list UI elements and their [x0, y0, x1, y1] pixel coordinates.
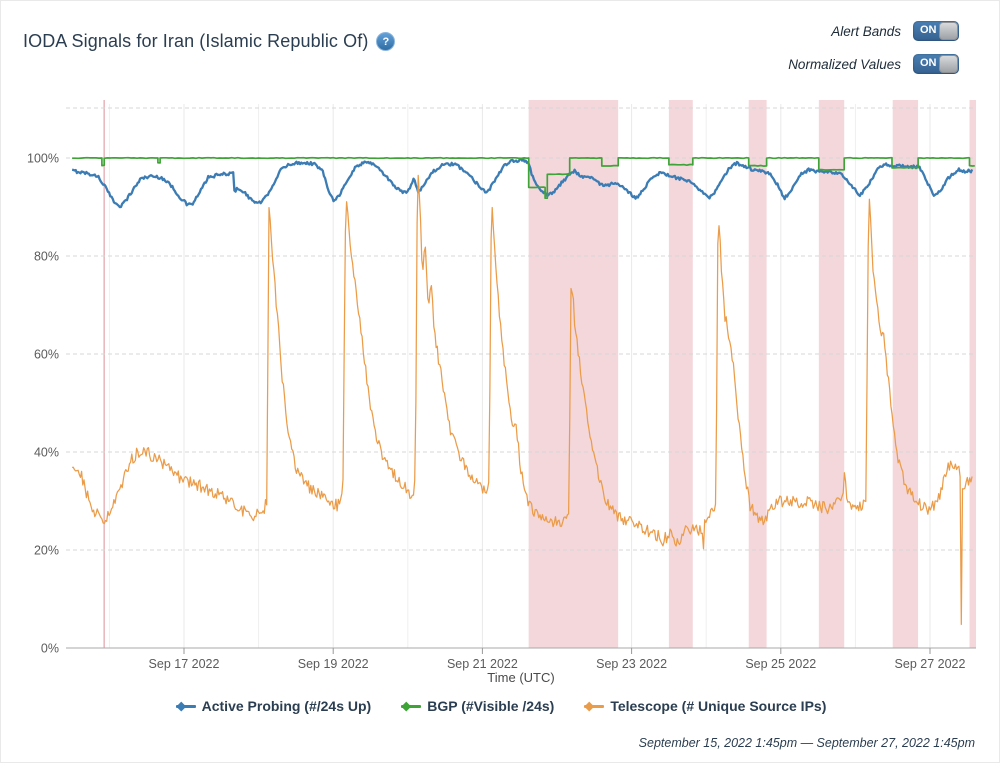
signals-chart[interactable]: Sep 17 2022 Sep 19 2022 Sep 21 2022 Sep 23 …	[1, 86, 1000, 696]
x-tick-label: Sep 23 2022	[596, 657, 667, 671]
series-active-probing	[72, 157, 974, 209]
x-tick-label: Sep 21 2022	[447, 657, 518, 671]
legend-marker-bgp	[401, 700, 422, 712]
y-tick-label: 80%	[34, 250, 59, 264]
series-bgp	[72, 156, 975, 200]
chart-area: Sep 17 2022 Sep 19 2022 Sep 21 2022 Sep 23 …	[1, 86, 1000, 696]
normalized-values-toggle[interactable]: ON	[913, 54, 959, 74]
legend-label: BGP (#Visible /24s)	[427, 698, 555, 714]
alert-bands-toggle[interactable]: ON	[913, 21, 959, 41]
alert-band	[668, 100, 693, 648]
legend-label: Telescope (# Unique Source IPs)	[610, 698, 827, 714]
page-title: IODA Signals for Iran (Islamic Republic …	[23, 31, 369, 51]
alert-band	[892, 100, 919, 648]
legend-marker-active-probing	[175, 700, 196, 712]
legend-label: Active Probing (#/24s Up)	[201, 698, 372, 714]
toggle-knob	[939, 22, 958, 40]
legend-item-telescope[interactable]: Telescope (# Unique Source IPs)	[584, 698, 826, 714]
toggle-on-text: ON	[920, 57, 937, 69]
y-tick-label: 0%	[41, 642, 59, 656]
normalized-values-toggle-label: Normalized Values	[788, 56, 901, 72]
help-icon[interactable]: ?	[376, 32, 396, 51]
alert-band	[969, 100, 976, 648]
legend-item-bgp[interactable]: BGP (#Visible /24s)	[401, 698, 554, 714]
alert-band	[818, 100, 845, 648]
toggle-knob	[939, 55, 958, 73]
legend-marker-telescope	[584, 700, 605, 712]
x-tick-label: Sep 27 2022	[895, 657, 966, 671]
alert-band	[748, 100, 767, 648]
x-tick-label: Sep 19 2022	[298, 657, 369, 671]
x-tick-label: Sep 25 2022	[745, 657, 816, 671]
y-tick-label: 100%	[27, 152, 59, 166]
y-tick-label: 40%	[34, 446, 59, 460]
alert-band	[528, 100, 619, 648]
legend-item-active-probing[interactable]: Active Probing (#/24s Up)	[175, 698, 372, 714]
chart-legend: Active Probing (#/24s Up) BGP (#Visible /…	[1, 698, 999, 714]
series-telescope	[71, 174, 973, 626]
x-tick-label: Sep 17 2022	[149, 657, 220, 671]
y-tick-label: 60%	[34, 348, 59, 362]
toggle-on-text: ON	[920, 24, 937, 36]
x-axis-title: Time (UTC)	[487, 670, 554, 685]
alert-bands-toggle-label: Alert Bands	[831, 23, 901, 39]
header: IODA Signals for Iran (Islamic Republic …	[1, 1, 999, 89]
toggle-group: Alert Bands ON Normalized Values ON	[788, 21, 959, 74]
y-tick-label: 20%	[34, 544, 59, 558]
date-range-text: September 15, 2022 1:45pm — September 27…	[638, 736, 975, 750]
